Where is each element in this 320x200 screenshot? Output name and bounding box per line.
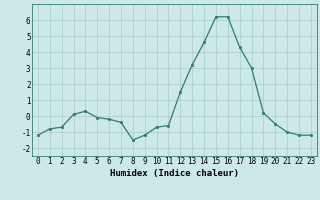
X-axis label: Humidex (Indice chaleur): Humidex (Indice chaleur): [110, 169, 239, 178]
